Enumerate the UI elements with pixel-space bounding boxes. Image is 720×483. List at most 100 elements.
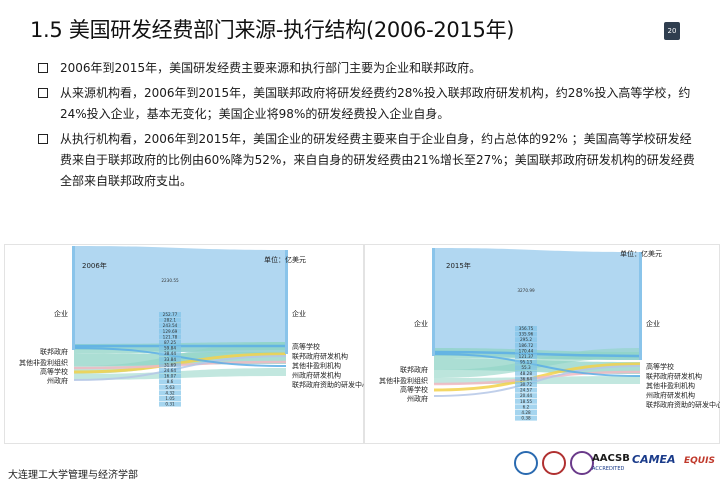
value-bar: [515, 410, 537, 415]
value-label: 59.84: [164, 346, 176, 351]
left-label-federal: 联邦政府: [40, 347, 68, 356]
left-label-federal: 联邦政府: [400, 365, 428, 374]
left-label-enterprise: 企业: [54, 309, 68, 318]
value-label: 186.72: [519, 343, 534, 348]
right-label-enterprise: 企业: [292, 309, 306, 318]
flow-enterprise-enterprise: [74, 246, 286, 354]
value-label: 30.72: [520, 382, 532, 387]
left-label-university: 高等学校: [400, 385, 428, 394]
left-label-state: 州政府: [407, 394, 428, 403]
value-label: 0.38: [521, 416, 531, 421]
bullet-text: 从来源机构看，2006年到2015年，美国联邦政府将研发经费约28%投入联邦政府…: [60, 86, 691, 121]
value-label: 121.37: [519, 354, 534, 359]
value-label: 16.07: [164, 374, 176, 379]
bullet-list: 2006年到2015年，美国研发经费主要来源和执行部门主要为企业和联邦政府。 从…: [36, 58, 696, 196]
node-right-enterprise: [285, 250, 288, 354]
value-label: 48.28: [520, 371, 532, 376]
school-seal-icon: [542, 451, 566, 475]
bullet-item: 从执行机构看，2006年到2015年，美国企业的研发经费主要来自于企业自身，约占…: [36, 129, 696, 192]
right-label-1: 高等学校: [646, 362, 674, 371]
value-bar: [515, 370, 537, 376]
value-label: 121.78: [163, 334, 178, 339]
left-label-state: 州政府: [47, 376, 68, 385]
unit-label: 单位：亿美元: [620, 249, 662, 258]
left-label-nonprofit: 其他非盈利组织: [19, 358, 68, 367]
value-bar: [159, 334, 181, 340]
value-label: 33.84: [164, 357, 176, 362]
value-bar: [515, 415, 537, 421]
value-label: 5.63: [165, 385, 175, 390]
value-bar: [159, 328, 181, 334]
accreditation-seal-icon: [570, 451, 594, 475]
value-label: 4.32: [165, 390, 175, 395]
value-label: 170.44: [519, 348, 534, 353]
value-bar: [515, 359, 537, 365]
value-bar: [159, 384, 181, 390]
value-bar: [515, 365, 537, 371]
unit-label: 单位：亿美元: [264, 255, 306, 264]
node-left-enterprise: [432, 248, 435, 356]
value-label: 1.05: [165, 396, 175, 401]
accreditation-logos: AACSB ACCREDITED CAMEA EQUIS: [512, 449, 716, 479]
bullet-text: 从执行机构看，2006年到2015年，美国企业的研发经费主要来自于企业自身，约占…: [60, 132, 695, 188]
bullet-item: 从来源机构看，2006年到2015年，美国联邦政府将研发经费约28%投入联邦政府…: [36, 83, 696, 125]
page-title: 1.5 美国研发经费部门来源-执行结构(2006-2015年): [30, 18, 515, 42]
value-bar: [515, 382, 537, 387]
value-bar: [515, 376, 537, 382]
value-bar: [159, 317, 181, 323]
value-bar: [159, 368, 181, 373]
right-label-1: 高等学校: [292, 342, 320, 351]
value-bar: [159, 340, 181, 345]
value-label: 31.69: [164, 362, 176, 367]
sankey-chart-2015: 3270.99 356.75 335.96 295.2 186.72 170.44 121.…: [364, 244, 720, 444]
right-label-3: 其他非盈利机构: [646, 381, 695, 390]
value-label: 3270.99: [517, 288, 535, 293]
bullet-item: 2006年到2015年，美国研发经费主要来源和执行部门主要为企业和联邦政府。: [36, 58, 696, 79]
value-bar: [515, 348, 537, 354]
value-label: 38.44: [164, 351, 176, 356]
value-bar: [159, 379, 181, 385]
value-label: 335.96: [519, 332, 534, 337]
value-bar: [515, 342, 537, 348]
value-label: 24.57: [520, 388, 532, 393]
sankey-svg: 2230.55 252.77282.1243.54129.69121.7887.2…: [4, 244, 364, 444]
bullet-box-icon: [38, 63, 48, 73]
value-bar: [515, 393, 537, 399]
right-label-5: 联邦政府资助的研发中心: [292, 380, 364, 389]
value-label: 6.2: [523, 404, 530, 409]
value-bar: [159, 351, 181, 357]
footer-institution: 大连理工大学管理与经济学部: [8, 470, 138, 481]
value-label: 0.31: [165, 402, 175, 407]
value-bar: [515, 331, 537, 337]
value-bar: [515, 337, 537, 343]
value-bar: [515, 404, 537, 410]
value-bar: [515, 398, 537, 404]
value-label: 282.1: [164, 318, 176, 323]
right-label-4: 州政府研发机构: [646, 391, 695, 400]
value-bar: [159, 362, 181, 368]
camea-logo: CAMEA: [632, 453, 676, 466]
value-bar: [159, 356, 181, 362]
right-label-4: 州政府研发机构: [292, 371, 341, 380]
right-label-enterprise: 企业: [646, 319, 660, 328]
aacsb-logo: AACSB: [592, 453, 630, 464]
value-label: 24.64: [164, 368, 176, 373]
right-label-3: 其他非盈利机构: [292, 361, 341, 370]
value-label: 295.2: [520, 337, 532, 342]
value-bar: [159, 312, 181, 317]
value-label: 129.69: [163, 329, 178, 334]
value-label: 55.3: [521, 365, 531, 370]
value-label: 18.55: [520, 399, 532, 404]
node-right-enterprise: [639, 252, 642, 360]
page-number-badge: 20: [664, 22, 680, 40]
bullet-box-icon: [38, 134, 48, 144]
value-label: 4.28: [521, 410, 531, 415]
sankey-svg: 3270.99 356.75335.96295.2186.72170.44121.…: [364, 244, 720, 444]
flow-enterprise-nonprofit: [433, 353, 641, 377]
value-label: 87.25: [164, 340, 176, 345]
bullet-text: 2006年到2015年，美国研发经费主要来源和执行部门主要为企业和联邦政府。: [60, 61, 482, 75]
bullet-box-icon: [38, 88, 48, 98]
value-bar: [159, 401, 181, 407]
left-label-nonprofit: 其他非盈利组织: [379, 376, 428, 385]
value-bar: [159, 323, 181, 329]
